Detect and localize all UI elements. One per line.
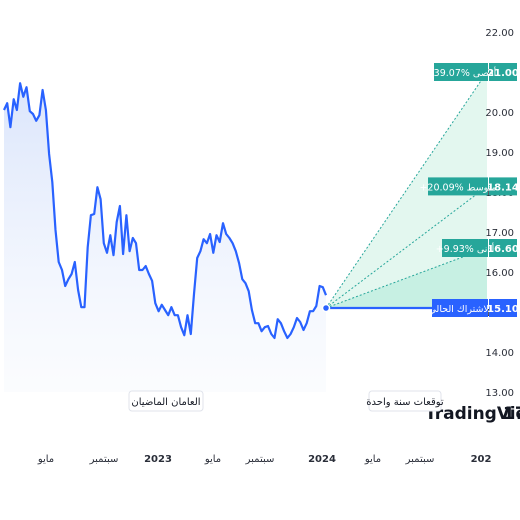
badge-current-label: الاشتراك الحالي: [429, 304, 492, 315]
tradingview-logo-text: TradingView: [425, 404, 520, 424]
y-tick-label: 16.00: [485, 268, 514, 279]
badge-low-value-box: [489, 239, 517, 257]
badge-low-label: +9.93% أدنى: [436, 242, 495, 255]
future-caption-label: توقعات سنة واحدة: [366, 397, 444, 408]
y-tick-label: 22.00: [485, 28, 514, 39]
x-tick-label: مايو: [204, 454, 221, 465]
badge-avg-value-box: [489, 177, 517, 196]
badge-current-label-box: [432, 299, 488, 317]
badge-current-value-box: [489, 299, 517, 317]
forecast-line-low: [325, 247, 488, 309]
badge-low: 16.60+9.93% أدنى: [436, 239, 519, 257]
history-line: [3, 82, 328, 340]
x-tick-label: سبتمبر: [245, 454, 275, 465]
x-tick-label: مايو: [364, 454, 381, 465]
future-caption-box: [368, 390, 442, 412]
tradingview-logo: TradingView 17: [425, 404, 520, 424]
badge-current-value: 15.10: [487, 304, 519, 315]
past-caption-box: [128, 390, 204, 412]
badge-high-value-box: [489, 63, 517, 81]
history-area: [4, 83, 326, 392]
x-tick-label: سبتمبر: [89, 454, 119, 465]
badge-high-label: +39.07% أقصى: [426, 66, 497, 79]
future-caption: توقعات سنة واحدة: [366, 390, 444, 412]
x-tick-label: 202: [471, 454, 492, 465]
forecast-line-avg: [325, 186, 488, 309]
x-tick-label: سبتمبر: [405, 454, 435, 465]
badge-avg-label: +20.09% متوسط: [419, 182, 496, 193]
badge-high-value: 21.00: [487, 68, 519, 79]
past-caption-label: العامان الماضيان: [131, 397, 200, 408]
badge-high: 21.00+39.07% أقصى: [426, 63, 519, 81]
past-caption: العامان الماضيان: [128, 390, 204, 412]
y-tick-label: 13.00: [485, 388, 514, 399]
badge-low-value: 16.60: [487, 244, 519, 255]
x-tick-label: مايو: [37, 454, 54, 465]
y-tick-label: 17.00: [485, 228, 514, 239]
x-tick-label: 2023: [144, 454, 172, 465]
y-tick-label: 19.00: [485, 148, 514, 159]
y-tick-label: 14.00: [485, 348, 514, 359]
tradingview-logo-mark: 17: [503, 404, 520, 424]
badge-avg-value: 18.14: [487, 182, 519, 193]
y-tick-label: 20.00: [485, 108, 514, 119]
badge-low-label-box: [442, 239, 488, 257]
badge-avg-label-box: [428, 177, 488, 196]
x-tick-label: 2024: [308, 454, 336, 465]
current-price-dot: [321, 303, 331, 313]
badge-avg: 18.14+20.09% متوسط: [419, 177, 519, 196]
badge-high-label-box: [434, 63, 488, 81]
